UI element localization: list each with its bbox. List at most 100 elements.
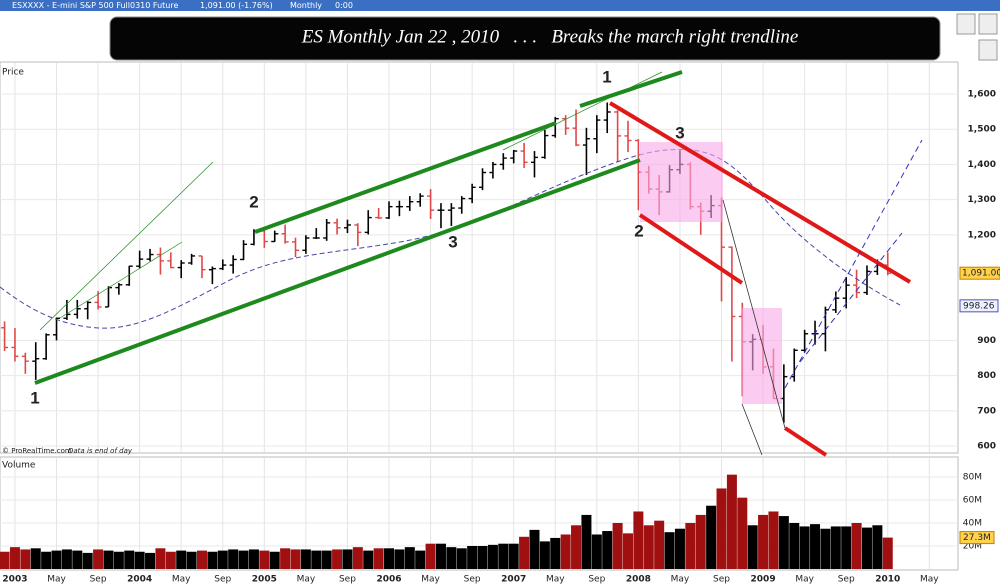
- volume-bar: [810, 524, 821, 569]
- volume-bar: [550, 537, 561, 569]
- volume-bar: [539, 541, 550, 569]
- x-tick-label: 2004: [127, 575, 152, 585]
- y-tick-label: 1,600: [968, 90, 996, 100]
- volume-bar: [612, 522, 623, 569]
- last-price-label: 1,091.00: [962, 269, 1000, 279]
- volume-bar: [467, 545, 478, 569]
- trendline: [783, 426, 828, 457]
- x-tick-label: Sep: [464, 575, 481, 585]
- volume-bar: [508, 543, 519, 569]
- window-title: ESXXXX - E-mini S&P 500 Full0310 Future: [12, 1, 178, 10]
- tool-button[interactable]: [978, 39, 998, 61]
- volume-bar: [841, 526, 852, 569]
- volume-bar: [602, 531, 613, 569]
- volume-bar: [176, 550, 187, 569]
- y-tick-label: 80M: [963, 472, 982, 482]
- volume-bar: [768, 511, 779, 569]
- last-price-box: [959, 266, 1000, 280]
- window-quote: 1,091.00 (-1.76%): [200, 1, 273, 10]
- volume-bar: [674, 528, 685, 569]
- panel-label: Price: [2, 68, 24, 78]
- source: © ProRealTime.com: [2, 447, 72, 455]
- x-tick-label: May: [920, 575, 939, 585]
- toolbar[interactable]: [956, 13, 998, 61]
- volume-bar: [435, 543, 446, 569]
- trendline: [39, 161, 214, 331]
- y-tick-label: 900: [977, 336, 996, 346]
- x-tick-label: Sep: [214, 575, 231, 585]
- volume-bar: [747, 525, 758, 569]
- trendline: [502, 71, 663, 151]
- volume-bar: [591, 534, 602, 569]
- volume-bar: [321, 550, 332, 569]
- tool-button[interactable]: [956, 13, 976, 35]
- banner-text: ES Monthly Jan 22 , 2010 . . . Breaks th…: [301, 26, 799, 47]
- volume-bar: [311, 550, 322, 569]
- volume-bar: [415, 550, 426, 569]
- volume-bar: [799, 526, 810, 569]
- volume-bar: [82, 552, 93, 569]
- volume-bar: [9, 547, 20, 569]
- volume-bar: [581, 514, 592, 569]
- x-tick-label: 2006: [376, 575, 401, 585]
- volume-bar: [248, 549, 259, 569]
- annotation: 1: [602, 67, 611, 86]
- volume-bar: [404, 547, 415, 569]
- volume-bar: [280, 548, 291, 569]
- annotation: 3: [675, 123, 684, 142]
- window-period: Monthly: [290, 1, 322, 10]
- y-tick-label: 20M: [963, 541, 982, 551]
- volume-bar: [394, 549, 405, 569]
- x-tick-label: May: [172, 575, 191, 585]
- highlight-box: [742, 308, 782, 404]
- volume-bar: [51, 550, 62, 569]
- volume-bar: [425, 543, 436, 569]
- y-tick-label: 1,300: [968, 195, 996, 205]
- volume-bar: [20, 549, 31, 569]
- volume-bar: [654, 520, 665, 569]
- ma-label: 998.26: [963, 301, 995, 311]
- highlight-box: [640, 142, 723, 222]
- volume-bar: [861, 527, 872, 569]
- volume-bar: [633, 511, 644, 569]
- x-tick-label: May: [421, 575, 440, 585]
- y-tick-label: 1,400: [968, 160, 996, 170]
- volume-bar: [778, 516, 789, 569]
- volume-bar: [217, 550, 228, 569]
- y-tick-label: 40M: [963, 518, 982, 528]
- volume-bar: [685, 522, 696, 569]
- volume-bar: [664, 532, 675, 569]
- volume-bar: [695, 514, 706, 569]
- moving-average: [0, 149, 901, 329]
- volume-bar: [0, 551, 10, 569]
- volume-bar: [498, 543, 509, 569]
- volume-bar: [622, 533, 633, 569]
- trendlines: [34, 70, 923, 457]
- x-tick-label: Sep: [339, 575, 356, 585]
- annotation: 2: [634, 221, 643, 240]
- annotation: 3: [448, 232, 457, 251]
- x-tick-label: May: [47, 575, 66, 585]
- volume-bar: [342, 549, 353, 569]
- volume-bar: [134, 551, 145, 569]
- volume-bar: [456, 548, 467, 569]
- volume-bar: [519, 536, 530, 569]
- volume-bar: [830, 526, 841, 569]
- trendline: [34, 158, 641, 385]
- volume-bar: [207, 551, 218, 569]
- volume-bar: [238, 550, 249, 569]
- volume-bar: [290, 549, 301, 569]
- x-tick-label: 2007: [501, 575, 526, 585]
- volume-bar: [113, 551, 124, 569]
- volume-bar: [758, 514, 769, 569]
- tool-button[interactable]: [978, 13, 998, 35]
- x-tick-label: Sep: [588, 575, 605, 585]
- x-tick-label: 2008: [626, 575, 651, 585]
- volume-bar: [155, 548, 166, 569]
- volume-bar: [93, 549, 104, 569]
- volume-bar: [571, 525, 582, 569]
- last-volume-box: [959, 531, 995, 545]
- y-tick-label: 600: [977, 442, 996, 452]
- x-tick-label: 2010: [875, 575, 900, 585]
- volume-bar: [373, 548, 384, 569]
